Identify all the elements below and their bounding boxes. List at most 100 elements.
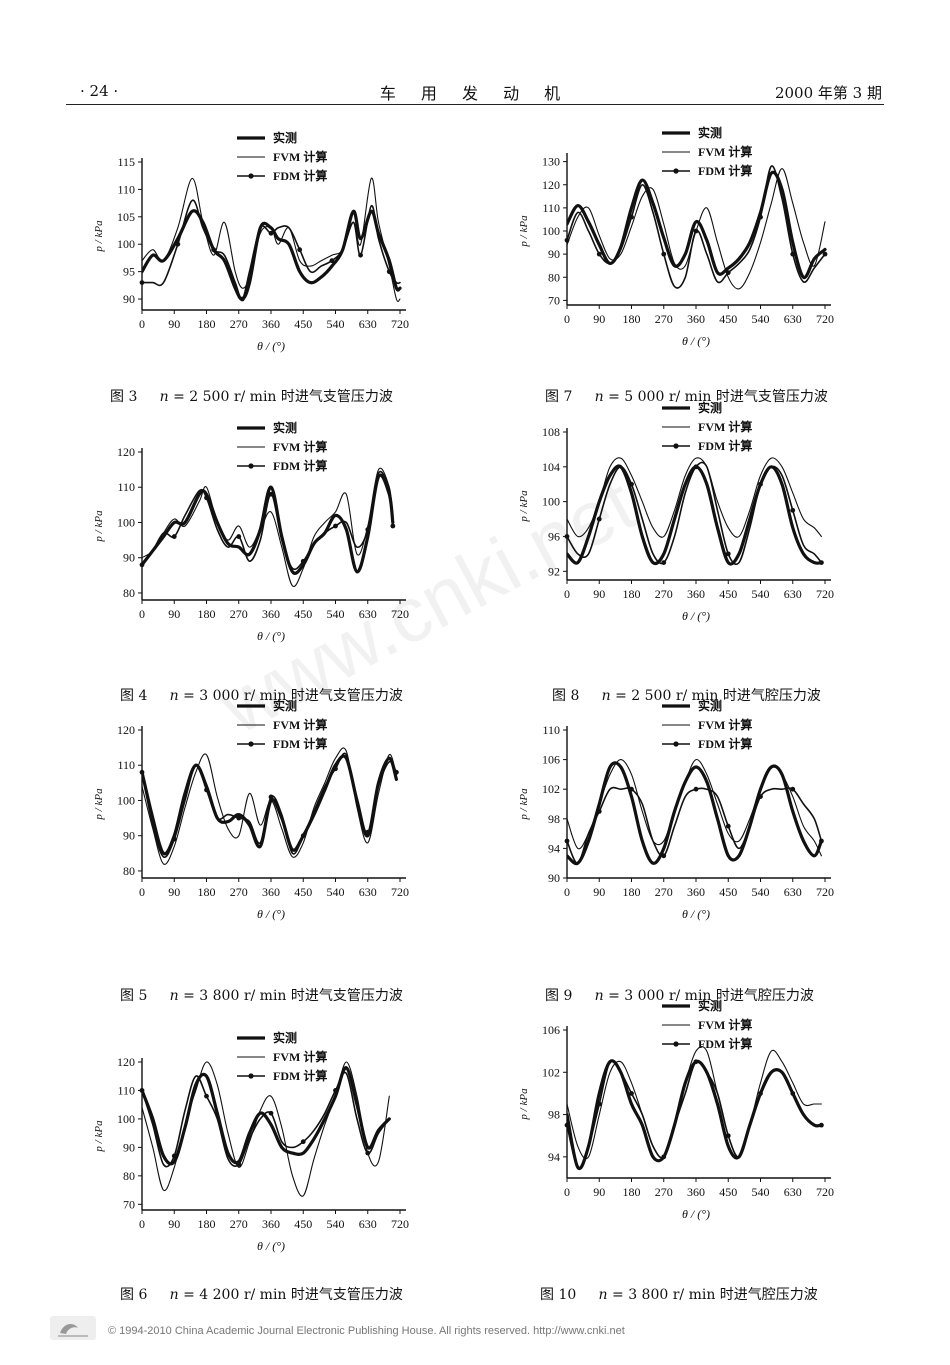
x-tick-label: 630 <box>784 1185 802 1199</box>
y-tick-label: 108 <box>542 425 560 439</box>
x-tick-label: 0 <box>139 317 145 331</box>
fig8-svg: 0 90 180 270 360 450 540 630 720 92 96 100 104 108 θ /… <box>518 400 834 623</box>
series-line-fdm <box>567 786 823 864</box>
fdm-data-point <box>790 786 796 792</box>
x-tick-label: 360 <box>262 317 280 331</box>
legend-label: FVM 计算 <box>273 149 327 164</box>
legend-label: 实测 <box>273 1030 297 1045</box>
x-tick-label: 270 <box>230 1217 248 1231</box>
fdm-data-point <box>693 228 699 234</box>
fdm-data-point <box>596 251 602 257</box>
series-line-fdm <box>142 199 401 300</box>
series-line-measured <box>142 473 395 575</box>
y-tick-label: 70 <box>123 1197 135 1211</box>
y-tick-label: 90 <box>123 292 135 306</box>
figure-10-chart: 0 90 180 270 360 450 540 630 720 94 98 102 106 θ / (°… <box>505 998 875 1248</box>
x-tick-label: 540 <box>327 1217 345 1231</box>
fdm-data-point <box>564 838 570 844</box>
fdm-data-point <box>390 523 396 529</box>
fdm-data-point <box>758 481 763 487</box>
y-tick-label: 80 <box>123 586 135 600</box>
fdm-data-point <box>629 786 634 792</box>
fdm-data-point <box>819 560 824 565</box>
series-line-fvm <box>567 457 822 538</box>
x-tick-label: 0 <box>564 587 570 601</box>
fdm-data-point <box>333 523 338 529</box>
y-tick-label: 102 <box>542 1065 560 1079</box>
x-tick-label: 0 <box>139 1217 145 1231</box>
x-tick-label: 720 <box>816 312 834 326</box>
y-axis-label: p / kPa <box>93 788 105 821</box>
legend-label: FDM 计算 <box>698 1036 752 1051</box>
x-tick-label: 540 <box>752 885 770 899</box>
fdm-data-point <box>171 836 177 842</box>
legend-label: FDM 计算 <box>273 458 327 473</box>
fdm-data-point <box>204 495 209 501</box>
fdm-data-point <box>300 558 306 564</box>
series-line-fdm <box>567 461 823 566</box>
y-tick-label: 100 <box>117 237 135 251</box>
x-tick-label: 720 <box>391 1217 409 1231</box>
series-line-fvm <box>142 747 397 865</box>
x-tick-label: 540 <box>752 312 770 326</box>
legend-marker <box>673 1041 679 1047</box>
fdm-data-point <box>329 258 335 264</box>
fdm-data-point <box>693 1059 699 1065</box>
x-tick-label: 270 <box>230 607 248 621</box>
y-tick-label: 102 <box>542 782 560 796</box>
x-tick-label: 180 <box>198 1217 216 1231</box>
fdm-data-point <box>236 1162 242 1167</box>
fdm-data-point <box>758 794 763 799</box>
fdm-data-point <box>365 527 371 532</box>
fdm-data-point <box>268 230 274 236</box>
fig5-svg: 0 90 180 270 360 450 540 630 720 80 90 100 110 120 θ /… <box>93 698 409 921</box>
x-axis-label: θ / (°) <box>682 334 710 348</box>
fdm-data-point <box>268 794 274 800</box>
y-tick-label: 92 <box>548 564 560 578</box>
y-axis-label: p / kPa <box>93 1120 105 1153</box>
fdm-data-point <box>365 829 371 835</box>
page-header: · 24 · 车 用 发 动 机 2000 年第 3 期 <box>0 78 950 108</box>
x-tick-label: 360 <box>262 607 280 621</box>
legend-marker <box>673 168 679 174</box>
y-tick-label: 110 <box>542 201 560 215</box>
legend-label: FDM 计算 <box>698 163 752 178</box>
x-tick-label: 450 <box>719 312 737 326</box>
fdm-data-point <box>211 247 217 253</box>
header-rule <box>66 104 884 105</box>
y-tick-label: 100 <box>117 793 135 807</box>
fdm-data-point <box>139 280 145 285</box>
legend-label: 实测 <box>273 698 297 713</box>
figure-8-chart: 0 90 180 270 360 450 540 630 720 92 96 100 104 108 θ /… <box>505 400 875 650</box>
fdm-data-point <box>629 1091 634 1096</box>
fig6-svg: 0 90 180 270 360 450 540 630 720 70 80 90 100 110 120 θ… <box>93 1030 409 1253</box>
x-tick-label: 90 <box>168 607 180 621</box>
series-line-fvm <box>142 177 401 302</box>
x-tick-label: 180 <box>623 1185 641 1199</box>
fdm-data-point <box>300 833 306 839</box>
series-line-measured <box>142 1066 391 1166</box>
y-tick-label: 115 <box>117 155 135 169</box>
x-tick-label: 360 <box>687 885 705 899</box>
legend-label: 实测 <box>698 998 722 1013</box>
x-tick-label: 630 <box>359 885 377 899</box>
fdm-data-point <box>139 769 145 775</box>
figure-9-caption: 图 9 n = 3 000 r/ min 时进气腔压力波 <box>545 988 814 1004</box>
cnki-logo-icon <box>50 1316 96 1340</box>
fdm-data-point <box>236 534 242 539</box>
figure-7-chart: 0 90 180 270 360 450 540 630 720 70 80 90 100 110 120 1… <box>505 125 875 375</box>
legend-label: FVM 计算 <box>273 1049 327 1064</box>
legend-marker <box>248 1073 254 1079</box>
legend-label: 实测 <box>698 698 722 713</box>
series-line-fvm <box>567 759 822 857</box>
x-axis-label: θ / (°) <box>682 907 710 921</box>
figure-5-chart: 0 90 180 270 360 450 540 630 720 80 90 100 110 120 θ /… <box>80 698 450 948</box>
fdm-data-point <box>204 787 209 793</box>
x-tick-label: 0 <box>139 607 145 621</box>
y-tick-label: 100 <box>542 495 560 509</box>
fig7-svg: 0 90 180 270 360 450 540 630 720 70 80 90 100 110 120 1… <box>518 125 834 348</box>
y-tick-label: 95 <box>123 265 135 279</box>
y-tick-label: 110 <box>117 182 135 196</box>
journal-title: 车 用 发 动 机 <box>379 84 571 103</box>
fdm-data-point <box>386 269 392 275</box>
